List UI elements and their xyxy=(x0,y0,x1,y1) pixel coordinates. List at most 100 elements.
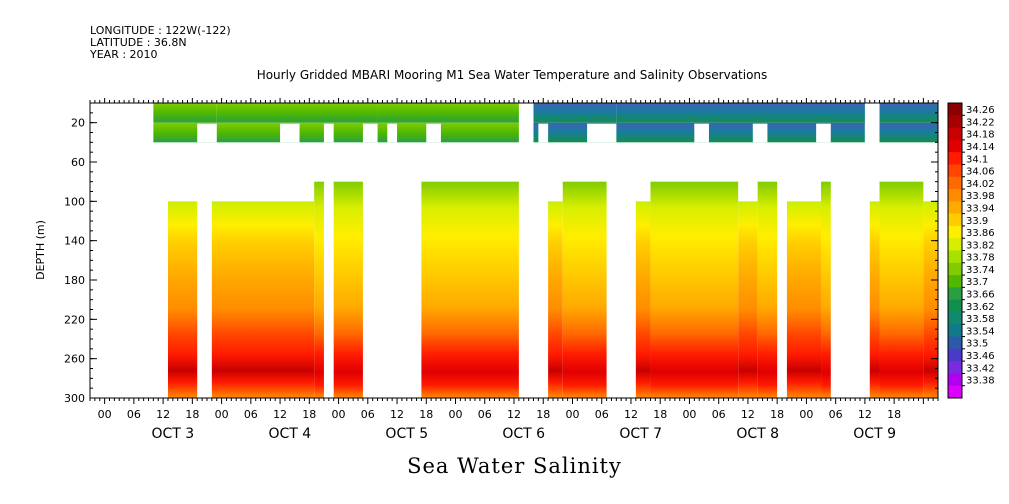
deep-profile-15 xyxy=(923,201,938,398)
x-tick-label: 00 xyxy=(799,408,813,421)
colorbar-label: 33.62 xyxy=(966,302,995,313)
colorbar-swatch xyxy=(948,238,962,251)
colorbar-swatch xyxy=(948,127,962,141)
day-label: OCT 7 xyxy=(619,426,662,442)
deep-profile-13 xyxy=(869,201,880,398)
colorbar-label: 33.82 xyxy=(966,240,995,251)
x-tick-label: 06 xyxy=(361,408,375,421)
colorbar-swatch xyxy=(948,103,962,116)
colorbar-swatch xyxy=(948,385,962,399)
y-tick-label: 220 xyxy=(64,313,85,326)
colorbar-label: 33.58 xyxy=(966,314,995,325)
colorbar-swatch xyxy=(948,299,962,313)
y-tick-label: 100 xyxy=(64,195,85,208)
colorbar-label: 34.22 xyxy=(966,117,995,128)
x-tick-label: 00 xyxy=(565,408,579,421)
shallow-gap-6 xyxy=(538,123,549,143)
deep-profile-7 xyxy=(635,201,651,398)
deep-profile-0 xyxy=(167,201,198,398)
colorbar-label: 33.7 xyxy=(966,277,988,288)
shallow-gap-5 xyxy=(426,123,441,143)
colorbar-label: 34.18 xyxy=(966,130,995,141)
shallow-band-top-1 xyxy=(216,103,378,123)
year-label: YEAR : 2010 xyxy=(90,48,158,61)
x-tick-label: 06 xyxy=(829,408,843,421)
shallow-gap-9 xyxy=(752,123,768,143)
colorbar-label: 34.26 xyxy=(966,105,995,116)
x-tick-label: 06 xyxy=(712,408,726,421)
colorbar-label: 33.74 xyxy=(966,265,995,276)
deep-profile-11 xyxy=(786,201,822,398)
y-tick-label: 300 xyxy=(64,392,85,405)
x-tick-label: 12 xyxy=(273,408,287,421)
colorbar-swatch xyxy=(948,139,962,153)
y-axis-title: DEPTH (m) xyxy=(34,220,47,280)
colorbar-swatch xyxy=(948,324,962,338)
colorbar-swatch xyxy=(948,164,962,178)
y-tick-label: 140 xyxy=(64,235,85,248)
colorbar-label: 33.94 xyxy=(966,203,995,214)
x-axis-title: Sea Water Salinity xyxy=(407,454,622,478)
colorbar-swatch xyxy=(948,361,962,374)
day-label: OCT 6 xyxy=(502,426,545,442)
colorbar-swatch xyxy=(948,336,962,350)
y-tick-label: 260 xyxy=(64,353,85,366)
deep-profile-12 xyxy=(821,181,831,398)
colorbar-label: 34.1 xyxy=(966,154,988,165)
shallow-band-top-3 xyxy=(533,103,617,123)
x-tick-label: 18 xyxy=(419,408,433,421)
x-tick-label: 06 xyxy=(595,408,609,421)
colorbar-swatch xyxy=(948,275,962,288)
x-tick-label: 18 xyxy=(302,408,316,421)
colorbar-label: 33.46 xyxy=(966,351,995,362)
x-tick-label: 18 xyxy=(770,408,784,421)
x-tick-label: 18 xyxy=(887,408,901,421)
colorbar-label: 33.86 xyxy=(966,228,995,239)
y-tick-label: 60 xyxy=(71,156,85,169)
deep-profile-9 xyxy=(738,201,758,398)
shallow-gap-7 xyxy=(587,123,617,143)
deep-profile-2 xyxy=(314,181,324,398)
shallow-band-top-4 xyxy=(616,103,865,123)
x-tick-label: 18 xyxy=(185,408,199,421)
shallow-gap-10 xyxy=(816,123,831,143)
colorbar-label: 33.78 xyxy=(966,253,995,264)
day-label: OCT 4 xyxy=(268,426,311,442)
shallow-gap-1 xyxy=(280,123,300,143)
colorbar-label: 34.14 xyxy=(966,142,995,153)
colorbar-label: 33.5 xyxy=(966,339,988,350)
colorbar-swatch xyxy=(948,213,962,227)
x-tick-label: 06 xyxy=(244,408,258,421)
shallow-band-top-5 xyxy=(879,103,938,123)
day-label: OCT 9 xyxy=(853,426,896,442)
y-tick-label: 180 xyxy=(64,274,85,287)
shallow-band-top-2 xyxy=(377,103,519,123)
x-tick-label: 12 xyxy=(390,408,404,421)
colorbar-label: 34.06 xyxy=(966,167,995,178)
colorbar-swatch xyxy=(948,225,962,239)
latitude-label: LATITUDE : 36.8N xyxy=(90,36,187,49)
colorbar-swatch xyxy=(948,250,962,264)
deep-profile-5 xyxy=(548,201,563,398)
x-tick-label: 00 xyxy=(449,408,463,421)
colorbar-label: 34.02 xyxy=(966,179,995,190)
y-tick-label: 20 xyxy=(71,117,85,130)
shallow-band-top-0 xyxy=(153,103,217,123)
deep-profile-14 xyxy=(879,181,924,398)
x-tick-label: 00 xyxy=(215,408,229,421)
colorbar-label: 33.9 xyxy=(966,216,988,227)
x-tick-label: 18 xyxy=(536,408,550,421)
colorbar-label: 33.38 xyxy=(966,376,995,387)
shallow-band-bottom-2 xyxy=(377,122,519,143)
axes: 20 60 100 140 180 220 260 300 DEPTH (m) 00 06 12 18 0… xyxy=(34,98,939,442)
deep-profile-3 xyxy=(333,181,363,398)
day-label: OCT 5 xyxy=(385,426,428,442)
colorbar-label: 33.54 xyxy=(966,326,995,337)
colorbar-swatch xyxy=(948,287,962,301)
x-tick-label: 12 xyxy=(507,408,521,421)
deep-profile-8 xyxy=(650,181,739,398)
colorbar-label: 33.98 xyxy=(966,191,995,202)
shallow-gap-3 xyxy=(362,123,378,143)
deep-profile-6 xyxy=(562,181,607,398)
colorbar-swatch xyxy=(948,152,962,165)
